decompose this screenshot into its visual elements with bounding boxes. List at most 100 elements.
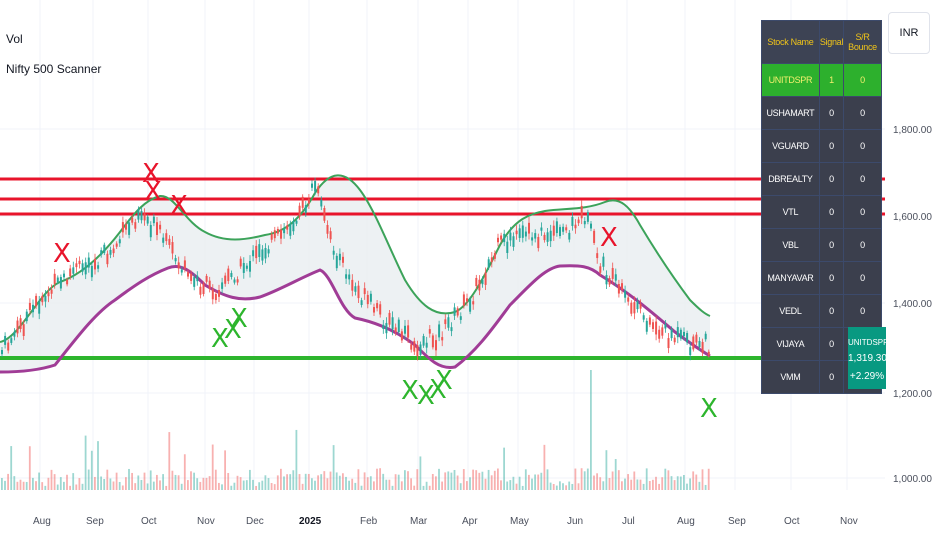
volume-bar: [506, 481, 509, 490]
bounce-cell: 0: [843, 63, 882, 97]
volume-bar: [627, 474, 629, 490]
volume-bar: [211, 444, 214, 490]
candle-body: [180, 269, 183, 273]
volume-bar: [549, 482, 552, 490]
candle-body: [38, 301, 41, 314]
candle-body: [438, 324, 441, 338]
candle-body: [621, 283, 623, 290]
candle-body: [376, 303, 379, 309]
volume-bar: [125, 477, 127, 490]
candle-body: [112, 248, 115, 254]
volume-bar: [239, 477, 242, 490]
volume-bar: [131, 472, 133, 490]
candle-body: [1, 350, 3, 355]
volume-bar: [450, 472, 453, 490]
candle-body: [304, 205, 307, 213]
volume-bar: [69, 485, 71, 490]
last-price-label[interactable]: UNITDSPR 1,319.30 +2.29%: [848, 327, 889, 389]
candle-body: [497, 237, 499, 243]
volume-bar: [261, 480, 264, 490]
candle-body: [357, 285, 360, 299]
stock-name-cell: VTL: [761, 195, 820, 229]
volume-bar: [394, 474, 397, 490]
candle-body: [75, 263, 78, 268]
candle-body: [704, 333, 707, 340]
candle-body: [512, 236, 515, 247]
volume-bar: [410, 478, 412, 490]
volume-bar: [639, 479, 642, 490]
volume-bar: [667, 470, 670, 490]
volume-bar: [679, 476, 682, 490]
candle-body: [509, 232, 512, 241]
volume-bar: [286, 474, 288, 490]
volume-bar: [348, 480, 350, 490]
volume-bar: [22, 481, 25, 490]
candle-body: [131, 217, 134, 223]
candle-body: [13, 331, 16, 337]
scanner-indicator-label[interactable]: Nifty 500 Scanner: [6, 62, 102, 76]
volume-bar: [608, 478, 611, 490]
candle-body: [165, 233, 168, 242]
volume-bar: [577, 483, 580, 490]
volume-bar: [233, 482, 236, 490]
time-tick: Nov: [197, 516, 215, 527]
bounce-cell: 0: [843, 294, 882, 328]
volume-bar: [469, 477, 471, 490]
volume-bar: [602, 481, 605, 490]
price-tick: 1,200.00: [893, 389, 932, 400]
volume-indicator-label[interactable]: Vol: [6, 32, 23, 46]
time-axis[interactable]: Aug Sep Oct Nov Dec 2025 Feb Mar Apr May…: [33, 516, 858, 527]
candle-body: [413, 341, 416, 352]
volume-bar: [140, 479, 143, 490]
candle-body: [242, 263, 245, 273]
candle-body: [397, 319, 400, 333]
volume-bar: [521, 485, 524, 490]
volume-bar: [323, 471, 326, 490]
candle-body: [258, 244, 261, 258]
candle-body: [218, 289, 220, 297]
candle-body: [106, 253, 109, 265]
volume-bar: [481, 471, 484, 490]
candle-body: [441, 337, 444, 341]
volume-bar: [19, 479, 22, 490]
volume-bar: [187, 480, 189, 490]
candle-body: [276, 228, 279, 234]
volume-bar: [283, 476, 285, 490]
price-axis[interactable]: 1,800.00 1,600.00 1,400.00 1,200.00 1,00…: [893, 125, 932, 485]
stock-name-cell: UNITDSPR: [761, 63, 820, 97]
bounce-cell: 0: [843, 162, 882, 196]
candle-body: [369, 293, 372, 302]
volume-bar: [190, 471, 192, 490]
scanner-row: VBL 0 0: [761, 228, 882, 262]
candle-body: [546, 232, 549, 242]
volume-bar: [242, 480, 245, 490]
volume-bar: [258, 482, 261, 490]
time-tick: Oct: [784, 516, 800, 527]
volume-bar: [404, 470, 406, 490]
currency-button[interactable]: INR: [888, 12, 930, 54]
candle-body: [16, 320, 19, 334]
candle-body: [462, 294, 465, 306]
signal-cell: 1: [818, 63, 845, 97]
volume-bar: [177, 475, 180, 490]
time-tick: Sep: [728, 516, 746, 527]
header-sr-bounce: S/R Bounce: [843, 20, 882, 64]
candle-body: [630, 302, 633, 314]
price-tick: 1,800.00: [893, 125, 932, 136]
candle-body: [56, 277, 59, 283]
volume-bar: [478, 472, 481, 490]
candle-body: [103, 244, 106, 253]
volume-bar: [66, 474, 68, 490]
candle-body: [676, 327, 679, 338]
candle-body: [193, 277, 196, 287]
volume-bar: [391, 485, 394, 490]
volume-bar: [103, 478, 106, 490]
candle-body: [84, 262, 87, 275]
candle-body: [295, 220, 298, 224]
candle-body: [552, 225, 555, 236]
volume-bar: [16, 481, 19, 490]
candle-body: [534, 233, 537, 239]
scanner-row: VEDL 0 0: [761, 294, 882, 328]
